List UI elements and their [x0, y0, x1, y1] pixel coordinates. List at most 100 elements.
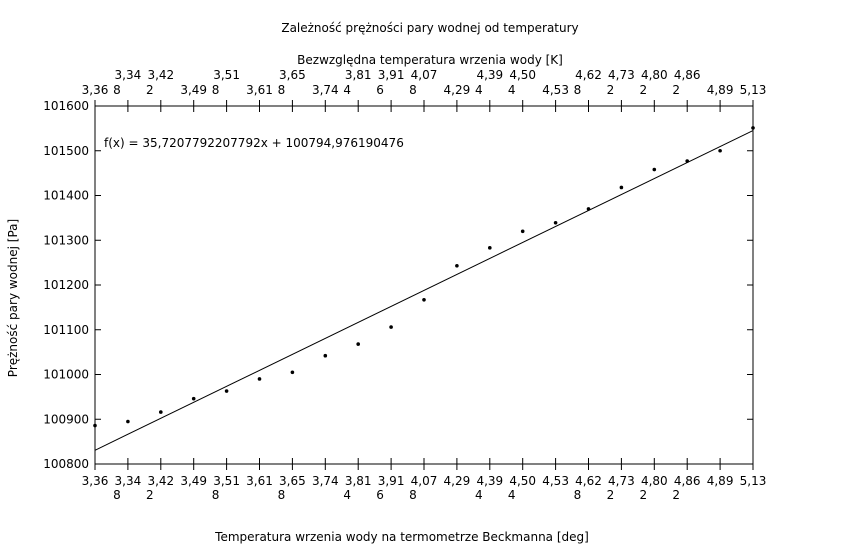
x-tick-label: 3,81 — [345, 474, 372, 488]
top-tick-label-line2: 6 — [376, 83, 384, 97]
x-tick-label: 3,49 — [180, 474, 207, 488]
top-tick-label-line1: 4,62 — [575, 68, 602, 82]
top-tick-label-line1: 3,42 — [147, 68, 174, 82]
top-tick-label-line2: 2 — [607, 83, 615, 97]
top-axis-label: Bezwzględna temperatura wrzenia wody [K] — [297, 53, 563, 67]
top-tick-label-line2: 4 — [343, 83, 351, 97]
data-point — [290, 370, 295, 375]
data-point — [93, 423, 97, 428]
y-tick-label: 100800 — [43, 457, 89, 471]
y-tick-label: 101500 — [43, 144, 89, 158]
x-tick-label: 4,62 — [575, 474, 602, 488]
top-tick-label-line2: 4 — [475, 83, 483, 97]
top-tick-label-line2: 8 — [278, 83, 286, 97]
x-tick-label: 4,50 — [509, 474, 536, 488]
data-point — [751, 126, 755, 130]
data-point — [718, 148, 722, 153]
data-point — [126, 419, 130, 424]
y-tick-label: 101600 — [43, 99, 89, 113]
top-tick-label-line1: 4,86 — [674, 68, 701, 82]
data-point — [224, 389, 229, 393]
data-point — [356, 342, 361, 346]
x-tick-label: 3,34 — [115, 474, 142, 488]
data-point — [685, 159, 689, 163]
x-tick-label: 4,80 — [641, 474, 668, 488]
x-tick-label: 4,29 — [444, 474, 471, 488]
data-point — [389, 325, 393, 329]
x-tick-label: 4,89 — [707, 474, 734, 488]
x-tick-label: 4,07 — [411, 474, 438, 488]
top-tick-label-line1: 4,73 — [608, 68, 635, 82]
x-tick-label: 3,65 — [279, 474, 306, 488]
y-tick-label: 100900 — [43, 412, 89, 426]
data-point — [553, 220, 558, 225]
top-tick-label-line2: 2 — [146, 83, 154, 97]
top-tick-label-line2: 2 — [639, 83, 647, 97]
x-tick-label: 4,86 — [674, 474, 701, 488]
fit-line — [94, 130, 754, 451]
data-point — [191, 396, 196, 401]
plot-frame — [94, 105, 754, 465]
top-tick-label-line1: 3,65 — [279, 68, 306, 82]
top-tick-label-line2: 3,36 — [82, 83, 109, 97]
x-tick-label: 3,61 — [246, 474, 273, 488]
x-tick-label-line2: 4 — [475, 488, 483, 502]
data-point — [488, 246, 492, 250]
x-tick-label: 3,74 — [312, 474, 339, 488]
x-tick-label-line2: 8 — [212, 488, 220, 502]
x-tick-label-line2: 8 — [113, 488, 121, 502]
y-tick-label: 101200 — [43, 278, 89, 292]
x-tick-label-line2: 8 — [574, 488, 582, 502]
top-tick-label-line2: 4 — [508, 83, 516, 97]
y-tick-label: 101000 — [43, 368, 89, 382]
fit-equation: f(x) = 35,7207792207792x + 100794,976190… — [104, 136, 404, 150]
top-tick-label-line1: 4,50 — [509, 68, 536, 82]
top-tick-label-line1: 3,51 — [213, 68, 240, 82]
x-axis-label: Temperatura wrzenia wody na termometrze … — [214, 530, 589, 544]
x-tick-label-line2: 2 — [146, 488, 154, 502]
top-tick-label-line1: 3,34 — [115, 68, 142, 82]
data-point — [422, 297, 426, 302]
data-point — [159, 410, 163, 414]
x-tick-label-line2: 4 — [343, 488, 351, 502]
x-tick-label: 5,13 — [740, 474, 767, 488]
data-point — [586, 207, 591, 211]
top-tick-label-line2: 4,89 — [707, 83, 734, 97]
top-tick-label-line2: 8 — [574, 83, 582, 97]
y-tick-label: 101300 — [43, 233, 89, 247]
y-axis: 100800 100900 101000 101100 101200 101300 1014… — [43, 99, 753, 471]
x-tick-label: 3,91 — [378, 474, 405, 488]
data-point — [619, 185, 624, 190]
x-tick-label-line2: 8 — [409, 488, 417, 502]
data-point — [520, 229, 525, 234]
top-tick-label-line1: 4,07 — [411, 68, 438, 82]
top-tick-label-line2: 3,74 — [312, 83, 339, 97]
x-tick-label-line2: 6 — [376, 488, 384, 502]
y-axis-label: Prężność pary wodnej [Pa] — [6, 219, 20, 377]
top-tick-label-line2: 3,61 — [246, 83, 273, 97]
top-tick-label-line2: 8 — [212, 83, 220, 97]
x-tick-label: 3,36 — [82, 474, 109, 488]
data-point — [652, 167, 657, 172]
x-tick-label-line2: 4 — [508, 488, 516, 502]
y-tick-label: 101100 — [43, 323, 89, 337]
fit-line-group — [94, 130, 754, 451]
top-tick-label-line2: 2 — [672, 83, 680, 97]
top-tick-label-line2: 5,13 — [740, 83, 767, 97]
data-point — [257, 377, 262, 381]
chart-title: Zależność prężności pary wodnej od tempe… — [281, 21, 578, 35]
data-points — [93, 126, 755, 428]
x-tick-label-line2: 2 — [672, 488, 680, 502]
top-tick-label-line1: 4,80 — [641, 68, 668, 82]
data-point — [323, 353, 328, 358]
top-tick-label-line1: 4,39 — [476, 68, 503, 82]
x-tick-label-line2: 8 — [278, 488, 286, 502]
y-tick-label: 101400 — [43, 189, 89, 203]
top-tick-label-line2: 3,49 — [180, 83, 207, 97]
data-point — [455, 263, 459, 268]
x-tick-label-line2: 2 — [639, 488, 647, 502]
top-tick-label-line2: 8 — [409, 83, 417, 97]
